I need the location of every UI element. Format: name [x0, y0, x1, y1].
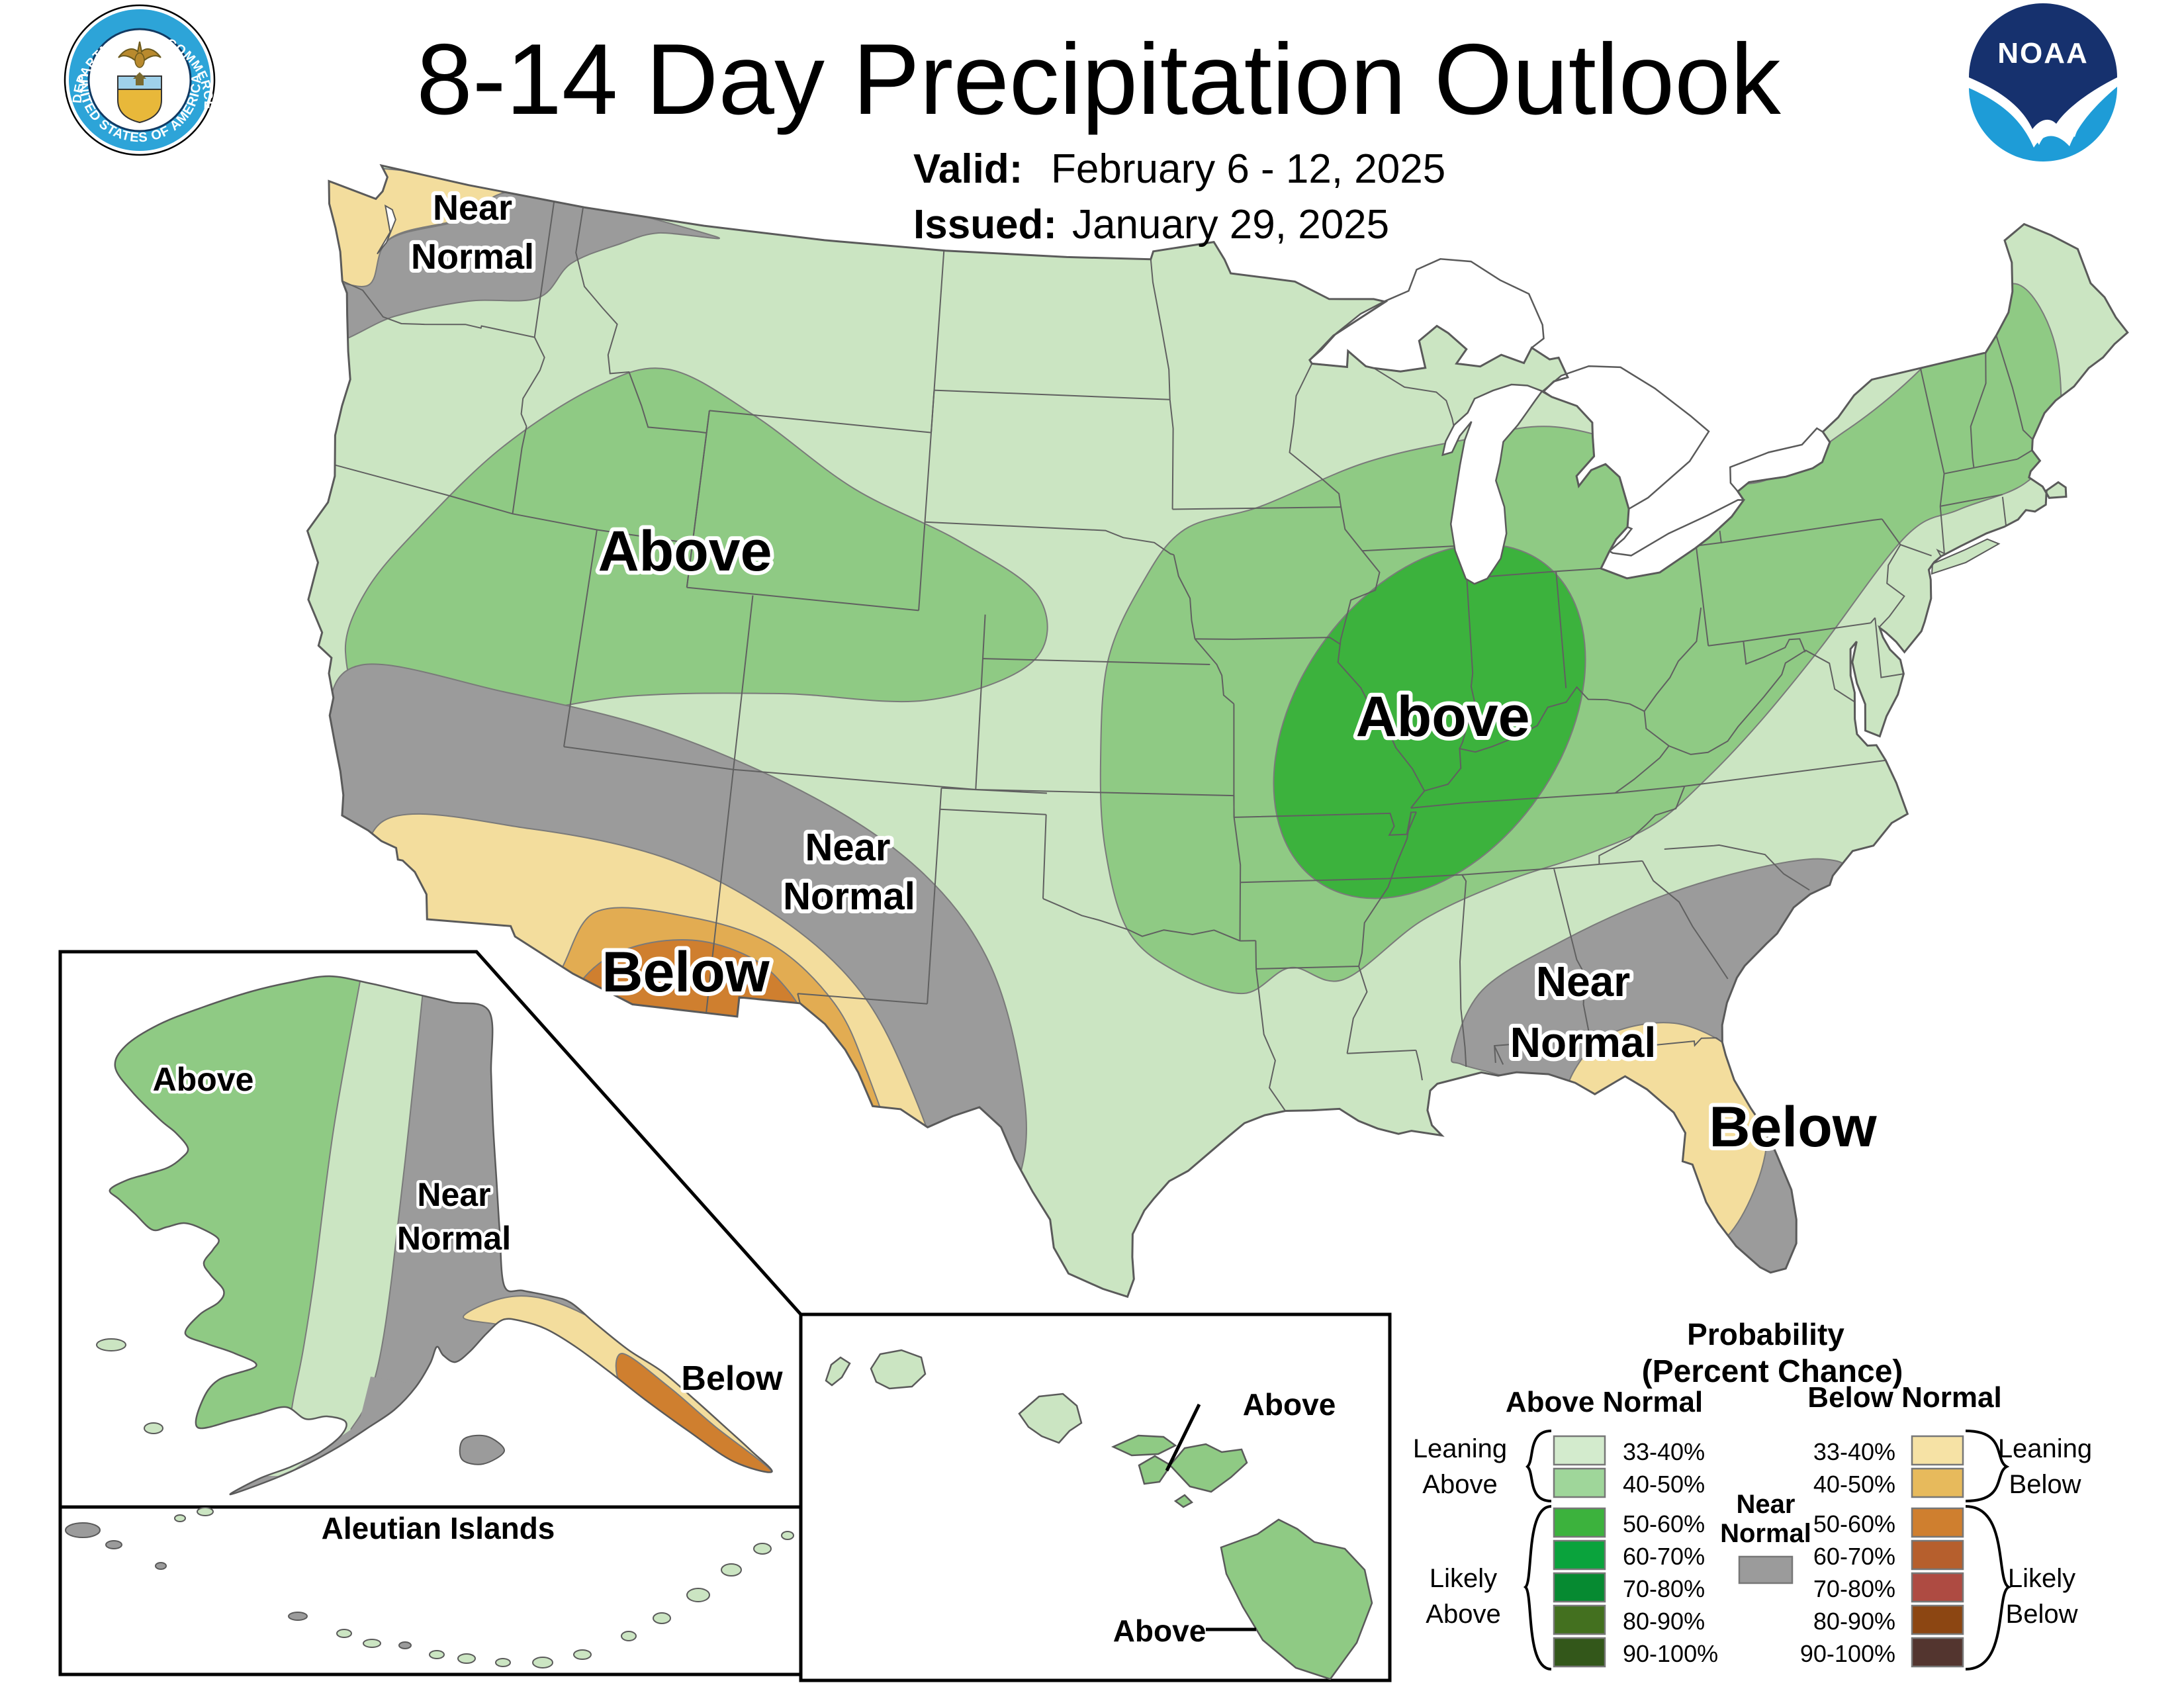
svg-text:Above: Above: [1426, 1600, 1500, 1629]
svg-text:70-80%: 70-80%: [1623, 1575, 1705, 1602]
svg-text:Aleutian Islands: Aleutian Islands: [322, 1511, 555, 1545]
svg-text:Below: Below: [1709, 1095, 1877, 1159]
svg-text:Probability: Probability: [1687, 1317, 1844, 1351]
svg-text:Normal: Normal: [397, 1220, 511, 1257]
svg-text:Below: Below: [2009, 1470, 2081, 1499]
svg-text:Normal: Normal: [1510, 1019, 1657, 1066]
svg-text:Issued:: Issued:: [913, 202, 1057, 248]
svg-text:80-90%: 80-90%: [1623, 1608, 1705, 1635]
svg-text:Below Normal: Below Normal: [1807, 1381, 2001, 1414]
svg-text:Likely: Likely: [2008, 1564, 2075, 1593]
svg-text:Above: Above: [1243, 1387, 1336, 1422]
svg-text:33-40%: 33-40%: [1623, 1438, 1705, 1465]
svg-text:40-50%: 40-50%: [1623, 1471, 1705, 1498]
svg-text:(Percent Chance): (Percent Chance): [1642, 1354, 1903, 1389]
svg-text:Normal: Normal: [783, 875, 915, 918]
svg-text:70-80%: 70-80%: [1813, 1575, 1895, 1602]
svg-text:Normal: Normal: [1720, 1519, 1811, 1548]
svg-text:Above Normal: Above Normal: [1506, 1386, 1703, 1418]
svg-text:January 29, 2025: January 29, 2025: [1072, 202, 1389, 248]
svg-text:February 6 - 12, 2025: February 6 - 12, 2025: [1051, 146, 1445, 192]
svg-text:Valid:: Valid:: [913, 146, 1023, 192]
svg-text:50-60%: 50-60%: [1813, 1510, 1895, 1537]
svg-text:Near: Near: [433, 188, 512, 228]
svg-text:Near: Near: [417, 1176, 490, 1213]
svg-text:Above: Above: [1422, 1470, 1497, 1499]
svg-text:Below: Below: [681, 1359, 783, 1398]
svg-text:50-60%: 50-60%: [1623, 1510, 1705, 1537]
svg-text:Normal: Normal: [411, 237, 534, 277]
svg-text:60-70%: 60-70%: [1813, 1543, 1895, 1570]
svg-text:Leaning: Leaning: [1413, 1434, 1507, 1463]
svg-text:Above: Above: [1356, 685, 1530, 749]
svg-text:90-100%: 90-100%: [1800, 1640, 1895, 1667]
svg-text:NOAA: NOAA: [1997, 37, 2089, 69]
svg-text:Above: Above: [598, 520, 772, 583]
svg-text:Above: Above: [1113, 1614, 1206, 1648]
svg-text:8-14 Day Precipitation Outlook: 8-14 Day Precipitation Outlook: [416, 23, 1782, 136]
svg-text:Near: Near: [1536, 958, 1630, 1005]
svg-text:60-70%: 60-70%: [1623, 1543, 1705, 1570]
svg-text:90-100%: 90-100%: [1623, 1640, 1718, 1667]
svg-text:80-90%: 80-90%: [1813, 1608, 1895, 1635]
svg-text:Leaning: Leaning: [1998, 1434, 2092, 1463]
svg-text:Near: Near: [805, 826, 891, 869]
svg-text:33-40%: 33-40%: [1813, 1438, 1895, 1465]
svg-text:40-50%: 40-50%: [1813, 1471, 1895, 1498]
svg-text:Below: Below: [2006, 1600, 2078, 1629]
svg-text:Below: Below: [602, 940, 770, 1004]
svg-text:Above: Above: [153, 1061, 254, 1098]
svg-text:Likely: Likely: [1430, 1564, 1497, 1593]
svg-text:Near: Near: [1737, 1490, 1796, 1519]
